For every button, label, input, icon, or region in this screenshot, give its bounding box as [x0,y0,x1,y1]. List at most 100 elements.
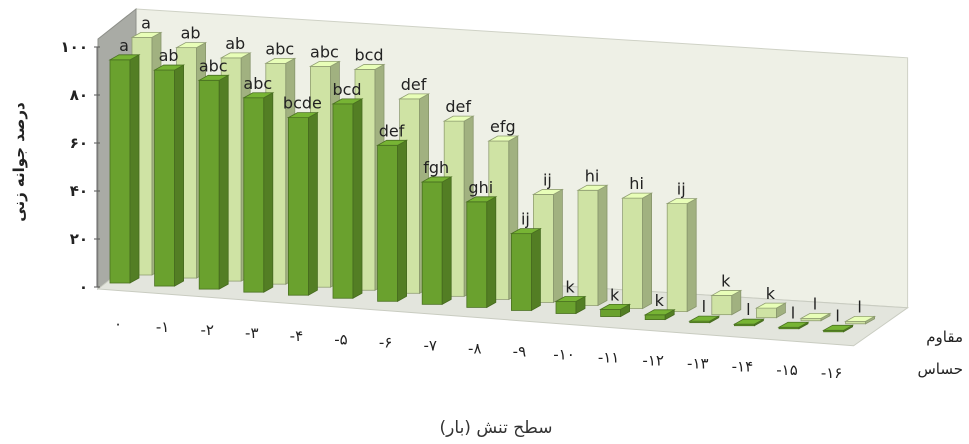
bar-top-face [442,115,475,122]
bar-top-face [398,93,431,100]
bar-top-face [688,315,721,322]
legend-item-resistant: مقاوم [926,328,963,346]
bar-letter-label: hi [585,166,600,185]
bar-letter-label: k [721,271,731,290]
bar-letter-label: l [791,303,795,322]
bar-front-face [555,301,577,314]
bar-top-face [777,321,810,328]
bar-letter-label: def [401,75,427,94]
bar-side-face [218,74,229,290]
bar [754,302,787,319]
bar [108,54,141,284]
bar-side-face [686,197,697,313]
bar-top-face [286,112,319,118]
bar-letter-label: l [857,297,861,316]
x-tick-label: -۱۳ [687,355,709,373]
x-axis: ۰ -۱ -۲ -۳ -۴ -۵ -۶ -۷ -۸ -۹ -۱۰ -۱۱ -۱۲ -۱۳ -۱۴ -۱۵ -۱۶ [114,315,842,382]
x-tick-label: -۲ [200,321,213,339]
bar-letter-label: k [766,284,776,303]
bar-letter-label: def [445,97,471,116]
bar [732,318,765,327]
x-tick-label: -۴ [290,327,303,345]
bar [599,303,632,318]
bar-top-face [531,189,564,195]
bar-top-face [710,290,743,296]
bar [688,315,721,324]
bar-front-face [154,69,176,287]
bar-top-face [175,42,208,49]
bar-letter-label: abc [310,42,339,61]
x-tick-label: -۱ [156,318,169,336]
bar-top-face [621,192,654,199]
x-axis-title: سطح تنش (بار) [440,418,553,438]
bar [665,197,698,313]
bar-letter-label: bcd [332,80,361,99]
bar [286,111,319,296]
bar-front-face [243,97,265,293]
x-tick-label: -۷ [423,336,436,354]
bar-front-face [109,59,131,284]
bar-side-face [307,111,318,296]
bar [465,196,498,309]
bar-letter-label: l [702,297,706,316]
bar-top-face [308,61,341,67]
bar-top-face [264,57,297,64]
bar [509,227,542,312]
bar-top-face [376,139,409,146]
x-tick-label: -۸ [468,339,481,357]
bar-letter-label: a [141,13,151,32]
bar-letter-label: ab [225,34,245,53]
bar-letter-label: k [610,285,620,304]
x-tick-label: -۱۴ [732,358,754,376]
bars-layer [108,31,877,333]
bar-letter-label: bcd [354,45,383,64]
bar-front-face [711,295,733,316]
bar-letter-label: ab [181,24,201,43]
bar-top-face [130,32,163,38]
bar-front-face [332,103,354,299]
bar-top-face [509,228,542,235]
bar-front-face [600,308,621,317]
bar-top-face [799,312,832,319]
bar-top-face [822,324,855,331]
bar-side-face [397,139,408,302]
bar-top-face [219,52,252,59]
bar [822,324,855,333]
bar-letter-label: k [565,278,575,297]
bar-front-face [622,197,643,309]
bar [777,321,810,330]
bar-letter-label: ij [677,180,686,199]
y-tick-label: ۲۰ [70,230,88,248]
bar-top-face [242,92,275,99]
bar [197,74,230,290]
bar-side-face [597,184,608,307]
bar-front-face [644,314,666,320]
bar-front-face [466,201,488,308]
bar [242,92,275,293]
bar [576,184,609,307]
bar-letter-label: ab [159,46,179,65]
bar-top-face [108,54,141,61]
y-tick-label: ۴۰ [70,182,88,200]
x-tick-label: -۱۲ [642,352,664,370]
bar-letter-label: efg [490,117,516,136]
x-tick-label: -۶ [379,333,392,351]
bar-front-face [421,181,443,305]
bar-letter-label: ij [521,210,530,229]
bar-top-face [665,198,698,205]
bar-side-face [129,54,140,284]
bar [554,295,587,315]
bar-side-face [263,92,274,293]
bar-front-face [377,144,399,302]
bar-front-face [287,117,309,296]
bar-top-face [643,309,676,316]
bar-letter-label: hi [629,174,644,193]
y-axis: ۰ ۲۰ ۴۰ ۶۰ ۸۰ ۱۰۰ [61,38,100,296]
bar-letter-label: abc [243,74,272,93]
bar-front-face [198,79,220,290]
bar-letter-label: l [746,300,750,319]
bar-letter-label: abc [265,39,294,58]
bar-side-face [174,64,185,287]
